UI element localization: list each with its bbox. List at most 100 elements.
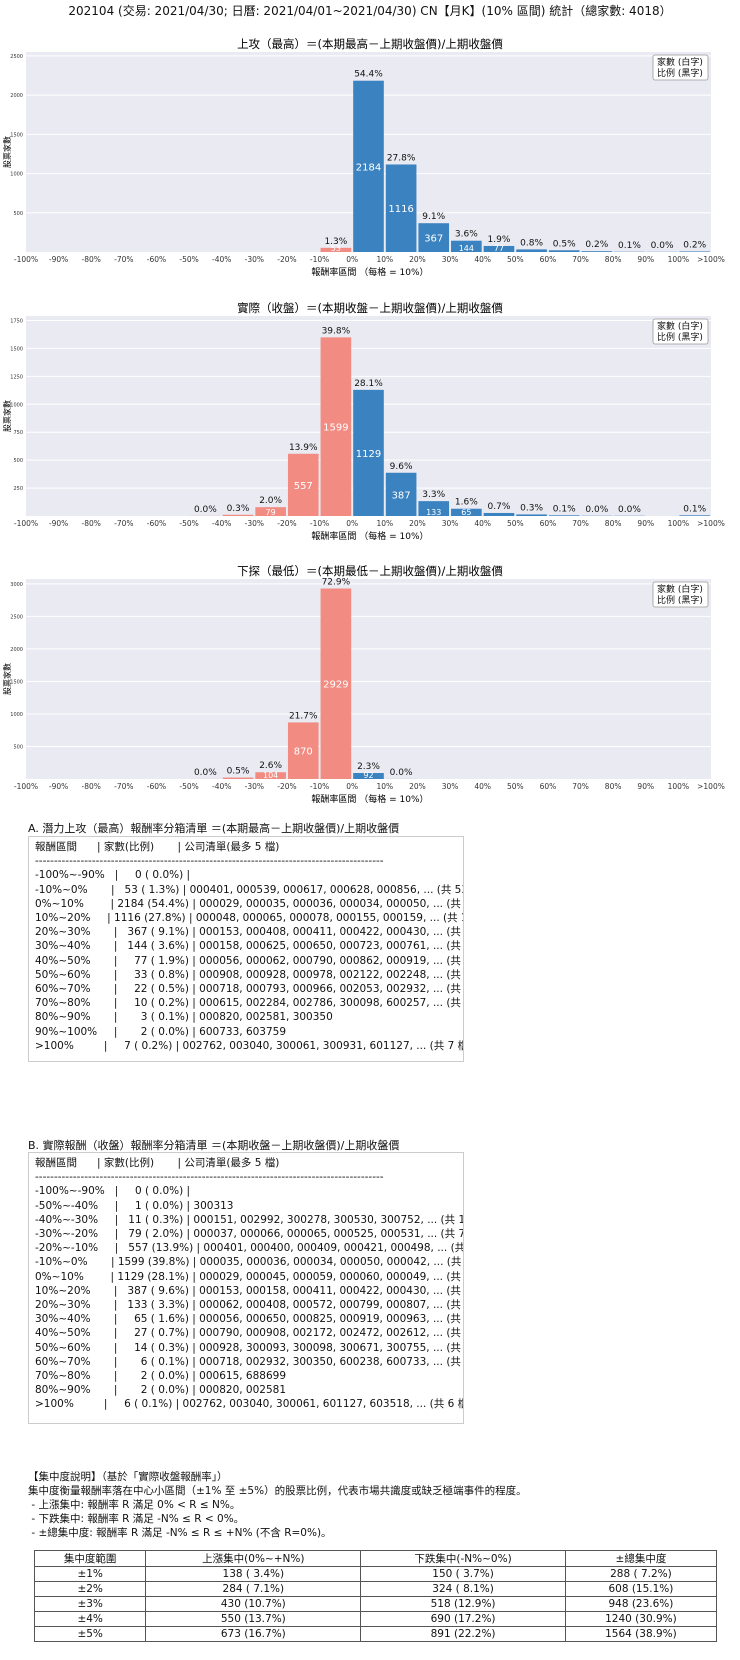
pct-label: 27.8% — [387, 153, 416, 163]
plot-area — [26, 579, 711, 779]
y-tick-label: 1500 — [10, 132, 23, 138]
bar — [255, 507, 286, 516]
pct-label: 2.6% — [259, 761, 282, 771]
y-tick-label: 2500 — [10, 614, 23, 620]
x-tick-label: -40% — [212, 255, 231, 264]
pct-label: 0.3% — [227, 504, 250, 514]
pct-label: 0.7% — [488, 502, 511, 512]
count-label: 79 — [266, 508, 276, 517]
list-line: 10%~20% | 1116 (27.8%) | 000048, 000065,… — [35, 912, 464, 925]
legend-box — [652, 54, 709, 81]
x-tick-label: 40% — [474, 255, 491, 264]
x-tick-label: 20% — [409, 255, 426, 264]
chart-title: 實際（收盤）＝(本期收盤－上期收盤價)/上期收盤價 — [237, 301, 503, 315]
pct-label: 72.9% — [322, 577, 351, 587]
bar — [679, 251, 710, 252]
table-cell: 891 (22.2%) — [360, 1626, 566, 1642]
x-tick-label: -80% — [82, 782, 101, 791]
concentration-table: 集中度範圍 上漲集中(0%~+N%) 下跌集中(-N%~0%) ±總集中度 ±1% 13… — [33, 1550, 718, 1642]
x-tick-label: 80% — [605, 782, 622, 791]
list-line: 40%~50% | 77 ( 1.9%) | 000056, 000062, 0… — [35, 954, 464, 967]
y-tick-label: 1000 — [10, 402, 23, 408]
table-cell: ±1% — [33, 1566, 147, 1582]
table-cell: 1240 (30.9%) — [564, 1611, 718, 1627]
pct-label: 0.0% — [585, 505, 608, 515]
list-line: 50%~60% | 33 ( 0.8%) | 000908, 000928, 0… — [35, 968, 464, 981]
y-axis-label: 股票家數 — [2, 400, 12, 432]
x-tick-label: 30% — [442, 782, 459, 791]
table-row: ±3% 430 (10.7%) 518 (12.9%) 948 (23.6%) — [33, 1596, 718, 1612]
x-tick-label: 100% — [668, 519, 689, 528]
list-line: -40%~-30% | 11 ( 0.3%) | 000151, 002992,… — [35, 1213, 464, 1226]
list-line: 0%~10% | 2184 (54.4%) | 000029, 000035, … — [35, 897, 464, 910]
pct-label: 0.0% — [618, 505, 641, 515]
pct-label: 0.5% — [553, 239, 576, 249]
legend-text: 比例 (黑字) — [657, 594, 703, 606]
chart-low: 下探（最低）＝(本期最低－上期收盤價)/上期收盤價 500 1000 1500 2000… — [2, 564, 725, 805]
pct-label: 39.8% — [322, 326, 351, 336]
x-tick-label: -80% — [82, 255, 101, 264]
x-tick-label: 50% — [507, 255, 524, 264]
bar — [451, 508, 482, 516]
count-label: 1129 — [356, 449, 381, 460]
pct-label: 2.3% — [357, 762, 380, 772]
list-line: -10%~0% | 1599 (39.8%) | 000035, 000036,… — [35, 1256, 464, 1269]
bar — [548, 250, 580, 252]
bar — [353, 389, 384, 516]
y-tick-label: 1250 — [10, 374, 23, 380]
pct-label: 0.1% — [618, 241, 641, 251]
y-tick-label: 500 — [13, 744, 23, 750]
x-tick-label: -100% — [14, 255, 38, 264]
list-line: 30%~40% | 65 ( 1.6%) | 000056, 000650, 0… — [35, 1313, 464, 1326]
x-tick-label: 30% — [442, 519, 459, 528]
pct-label: 2.0% — [259, 496, 282, 506]
pct-label: 28.1% — [354, 379, 383, 389]
x-tick-label: 90% — [637, 782, 654, 791]
table-header: 上漲集中(0%~+N%) — [145, 1550, 362, 1567]
legend-text: 比例 (黑字) — [657, 67, 703, 79]
y-tick-label: 1000 — [10, 172, 23, 178]
table-cell: 518 (12.9%) — [360, 1596, 566, 1612]
list-line: 報酬區間 | 家數(比例) | 公司清單(最多 5 檔) — [35, 841, 280, 853]
table-cell: 150 ( 3.7%) — [360, 1566, 566, 1582]
table-row: ±5% 673 (16.7%) 891 (22.2%) 1564 (38.9%) — [33, 1626, 718, 1642]
concentration-line: 集中度衡量報酬率落在中心小區間（±1% 至 ±5%）的股票比例，代表市場共識度或… — [28, 1485, 527, 1497]
x-tick-label: -70% — [114, 782, 133, 791]
pct-label: 0.2% — [585, 240, 608, 250]
bar — [287, 453, 319, 516]
x-tick-label: -90% — [49, 255, 68, 264]
list-line: 60%~70% | 6 ( 0.1%) | 000718, 002932, 30… — [35, 1355, 464, 1368]
x-tick-label: 60% — [540, 255, 557, 264]
x-tick-label: -30% — [245, 255, 264, 264]
bar — [548, 515, 580, 516]
table-cell: 324 ( 8.1%) — [360, 1581, 566, 1597]
bar — [679, 515, 710, 516]
count-label: 104 — [263, 771, 278, 780]
x-axis-label: 報酬率區間 （每格 = 10%） — [311, 793, 428, 805]
pct-label: 0.2% — [683, 240, 706, 250]
legend-text: 家數 (白字) — [657, 583, 703, 595]
legend-text: 比例 (黑字) — [657, 331, 703, 343]
y-tick-label: 1500 — [10, 346, 23, 352]
concentration-line: 【集中度說明】（基於「實際收盤報酬率」） — [28, 1471, 228, 1483]
table-cell: 608 (15.1%) — [564, 1581, 718, 1597]
table-cell: 690 (17.2%) — [360, 1611, 566, 1627]
pct-label: 13.9% — [289, 443, 318, 453]
legend-text: 家數 (白字) — [657, 320, 703, 332]
concentration-line: - ±總集中度: 報酬率 R 滿足 -N% ≤ R ≤ +N% (不含 R=0%… — [28, 1527, 332, 1539]
x-axis-label: 報酬率區間 （每格 = 10%） — [311, 530, 428, 542]
table-cell: 948 (23.6%) — [564, 1596, 718, 1612]
x-tick-label: -40% — [212, 782, 231, 791]
list-line: 80%~90% | 3 ( 0.1%) | 000820, 002581, 30… — [35, 1011, 333, 1024]
list-line: 80%~90% | 2 ( 0.0%) | 000820, 002581 — [35, 1384, 287, 1397]
chart-high: 上攻（最高）＝(本期最高－上期收盤價)/上期收盤價 500 1000 1500 2000… — [2, 37, 725, 278]
y-tick-label: 1000 — [10, 712, 23, 718]
table-cell: ±2% — [33, 1581, 147, 1597]
bar — [385, 164, 417, 252]
x-tick-label: -90% — [49, 782, 68, 791]
x-tick-label: -30% — [245, 519, 264, 528]
list-line: ----------------------------------------… — [35, 855, 384, 868]
y-tick-label: 2000 — [10, 647, 23, 653]
pct-label: 0.0% — [390, 768, 413, 778]
list-line: -20%~-10% | 557 (13.9%) | 000401, 000400… — [35, 1242, 464, 1255]
